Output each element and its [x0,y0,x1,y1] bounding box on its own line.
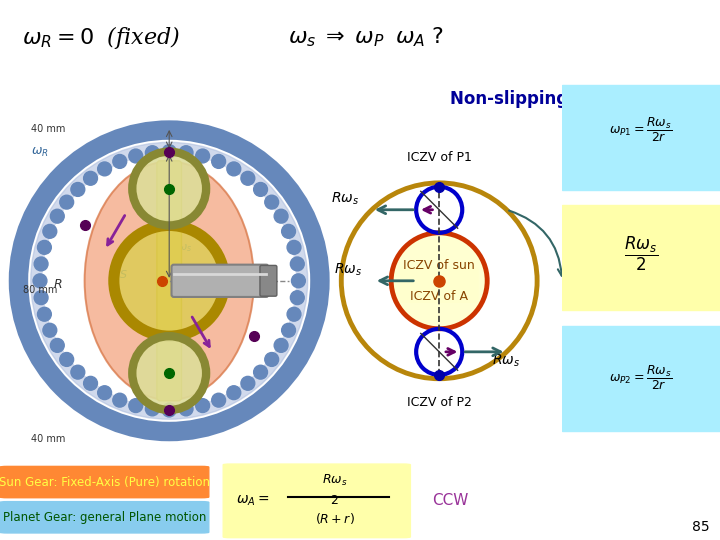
Text: $R\omega_s$: $R\omega_s$ [322,473,348,488]
Circle shape [50,210,64,223]
Text: Planet Gear: general Plane motion: Planet Gear: general Plane motion [3,511,206,524]
Text: $\omega_s$: $\omega_s$ [177,242,192,254]
Circle shape [37,240,51,254]
Text: $R\omega_s$: $R\omega_s$ [334,261,362,278]
Circle shape [37,307,51,321]
Circle shape [60,353,73,366]
Circle shape [265,195,279,209]
Text: $\omega_A =$: $\omega_A =$ [236,494,270,508]
FancyBboxPatch shape [223,464,410,538]
Circle shape [227,386,240,400]
FancyBboxPatch shape [171,265,269,297]
Text: ICZV of P1: ICZV of P1 [407,151,472,164]
Text: 85: 85 [692,519,709,534]
Circle shape [33,274,47,288]
Text: $\omega_{P2} = \dfrac{R\omega_s}{2r}$: $\omega_{P2} = \dfrac{R\omega_s}{2r}$ [609,364,672,393]
Text: 80 mm: 80 mm [23,285,58,295]
Circle shape [113,154,127,168]
Circle shape [290,257,305,271]
FancyBboxPatch shape [0,502,209,533]
FancyBboxPatch shape [562,205,720,310]
Circle shape [71,183,85,197]
Circle shape [162,403,176,417]
Circle shape [292,274,305,288]
Text: $\dfrac{R\omega_s}{2}$: $\dfrac{R\omega_s}{2}$ [624,235,658,273]
Text: $2$: $2$ [330,494,339,507]
Text: ICZV of sun: ICZV of sun [403,259,475,272]
Circle shape [253,365,268,379]
Text: $(R+r)$: $(R+r)$ [315,511,355,526]
Circle shape [179,146,193,160]
Text: A: A [181,269,189,280]
Circle shape [241,171,255,185]
Circle shape [212,393,225,407]
Circle shape [114,225,225,336]
Circle shape [98,386,112,400]
Circle shape [179,402,193,416]
Text: $\omega_{P1} = \dfrac{R\omega_s}{2r}$: $\omega_{P1} = \dfrac{R\omega_s}{2r}$ [609,116,672,144]
Circle shape [241,376,255,390]
Circle shape [34,257,48,271]
Text: 40 mm: 40 mm [31,434,65,444]
Ellipse shape [84,161,254,400]
FancyBboxPatch shape [562,326,720,431]
Text: $\omega_R = 0\;$ (fixed): $\omega_R = 0\;$ (fixed) [22,24,180,51]
Circle shape [282,225,295,238]
Circle shape [50,339,64,352]
Circle shape [274,339,288,352]
Circle shape [290,291,305,305]
Circle shape [391,233,487,329]
Circle shape [132,152,206,225]
Circle shape [212,154,225,168]
Circle shape [71,365,85,379]
Text: P: P [156,180,163,191]
Circle shape [34,291,48,305]
Text: $\omega_R$: $\omega_R$ [31,146,48,159]
Text: ICZV of P2: ICZV of P2 [407,396,472,409]
Circle shape [60,195,73,209]
Text: Non-slipping motion: Non-slipping motion [450,90,640,107]
Circle shape [145,402,159,416]
Circle shape [287,240,301,254]
FancyBboxPatch shape [562,85,720,190]
Circle shape [43,225,57,238]
Circle shape [132,336,206,410]
FancyBboxPatch shape [260,266,277,296]
Circle shape [98,162,112,176]
Circle shape [129,399,143,413]
Text: Sun Gear: Fixed-Axis (Pure) rotation: Sun Gear: Fixed-Axis (Pure) rotation [0,476,210,489]
Circle shape [227,162,240,176]
Circle shape [84,171,97,185]
Circle shape [282,323,295,337]
Circle shape [84,376,97,390]
Circle shape [287,307,301,321]
Circle shape [43,323,57,337]
Circle shape [265,353,279,366]
Circle shape [43,154,295,407]
FancyBboxPatch shape [400,266,479,303]
Circle shape [31,143,307,419]
Text: 40 mm: 40 mm [31,124,65,133]
Circle shape [274,210,288,223]
Circle shape [253,183,268,197]
Circle shape [113,393,127,407]
Text: ICZV of A: ICZV of A [410,291,468,303]
Circle shape [196,399,210,413]
Text: $R\omega_s$: $R\omega_s$ [492,352,520,369]
Text: $R\omega_s$: $R\omega_s$ [331,191,359,207]
FancyBboxPatch shape [0,467,209,498]
Text: CCW: CCW [432,494,469,508]
Text: R: R [54,279,63,292]
Circle shape [196,149,210,163]
Text: $\omega_s \;\Rightarrow\; \omega_P \;\; \omega_A \;?$: $\omega_s \;\Rightarrow\; \omega_P \;\; … [288,26,444,49]
Text: S: S [120,269,127,280]
Circle shape [129,149,143,163]
Circle shape [145,146,159,160]
FancyBboxPatch shape [157,161,181,401]
Circle shape [162,145,176,159]
